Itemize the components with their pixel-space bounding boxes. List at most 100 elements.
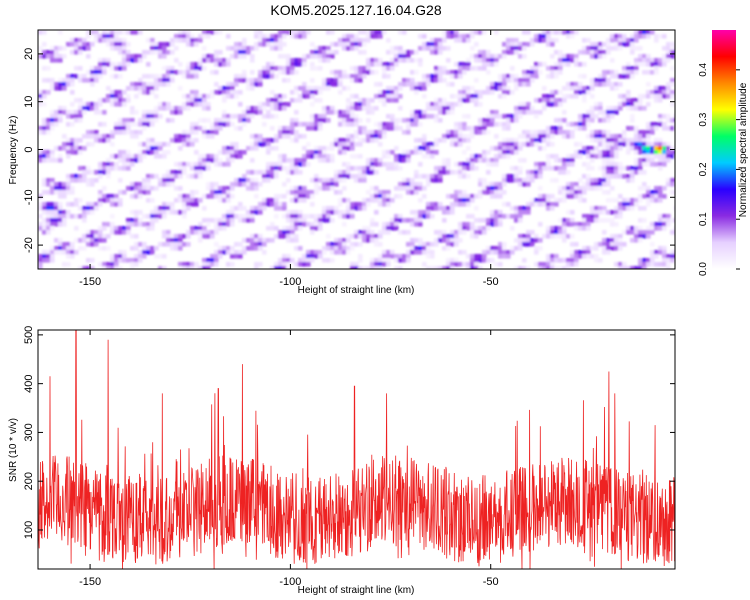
spectrogram-cell (66, 246, 71, 251)
spectrogram-cell (70, 202, 75, 207)
spectrogram-cell (226, 86, 231, 91)
spectrogram-cell (42, 50, 47, 55)
spectrogram-cell (658, 58, 663, 63)
spectrogram-cell (570, 54, 575, 59)
spectrogram-cell (414, 214, 419, 219)
spectrogram-cell (46, 222, 51, 227)
spectrogram-cell (558, 130, 563, 135)
spectrogram-cell (658, 150, 663, 155)
spectrogram-cell (266, 226, 271, 231)
spectrogram-cell (446, 102, 451, 107)
spectrogram-cell (222, 110, 227, 115)
spectrogram-cell (338, 110, 343, 115)
colorbar-gradient (712, 30, 736, 269)
spectrogram-cell (102, 62, 107, 67)
spectrogram-cell (482, 158, 487, 163)
spectrogram-cell (186, 66, 191, 71)
spectrogram-cell (462, 166, 467, 171)
spectrogram-cell (454, 94, 459, 99)
spectrogram-cell (578, 250, 583, 255)
spectrogram-cell (206, 262, 211, 267)
spectrogram-cell (378, 82, 383, 87)
spectrogram-cell (566, 222, 571, 227)
spectrogram-cell (538, 162, 543, 167)
spectrogram-cell (446, 162, 451, 167)
spectrogram-cell (178, 242, 183, 247)
spectrogram-cell (598, 166, 603, 171)
spectrogram-cell (62, 218, 67, 223)
spectrogram-cell (202, 162, 207, 167)
spectrogram-cell (394, 90, 399, 95)
spectrogram-cell (306, 126, 311, 131)
spectrogram-cell (598, 50, 603, 55)
spectrogram-cell (554, 198, 559, 203)
spectrogram-cell (86, 134, 91, 139)
spectrogram-cell (126, 154, 131, 159)
spectrogram-cell (166, 70, 171, 75)
spectrogram-cell (242, 38, 247, 43)
spectrogram-cell (462, 174, 467, 179)
spectrogram-cell (166, 234, 171, 239)
spectrogram-cell (370, 258, 375, 263)
spectrogram-cell (386, 50, 391, 55)
spectrogram-cell (418, 34, 423, 39)
spectrogram-cell (214, 118, 219, 123)
y-tick-label: 200 (23, 472, 35, 490)
spectrogram-cell (98, 122, 103, 127)
spectrogram-cell (610, 34, 615, 39)
spectrogram-cell (134, 54, 139, 59)
spectrogram-cell (406, 186, 411, 191)
spectrogram-cell (70, 250, 75, 255)
spectrogram-cell (66, 150, 71, 155)
spectrogram-cell (310, 66, 315, 71)
spectrogram-cell (342, 186, 347, 191)
spectrogram-cell (114, 98, 119, 103)
spectrogram-cell (118, 202, 123, 207)
spectrogram-cell (626, 126, 631, 131)
spectrogram-cell (586, 174, 591, 179)
spectrogram-cell (166, 238, 171, 243)
spectrogram-cell (270, 198, 275, 203)
spectrogram-cell (326, 146, 331, 151)
spectrogram-cell (330, 210, 335, 215)
spectrogram-cell (298, 210, 303, 215)
spectrogram-cell (294, 130, 299, 135)
spectrogram-cell (466, 98, 471, 103)
spectrogram-cell (190, 34, 195, 39)
spectrogram-cell (98, 66, 103, 71)
spectrogram-cell (546, 266, 551, 269)
spectrogram-cell (326, 110, 331, 115)
spectrogram-cell (226, 222, 231, 227)
spectrogram-cell (546, 98, 551, 103)
spectrogram-cell (46, 54, 51, 59)
spectrogram-cell (278, 46, 283, 51)
spectrogram-cell (670, 82, 675, 87)
spectrogram-cell (670, 230, 675, 235)
spectrogram-cell (662, 154, 667, 159)
spectrogram-cell (118, 122, 123, 127)
spectrogram-cell (38, 254, 43, 259)
spectrogram-cell (190, 94, 195, 99)
spectrogram-cell (490, 246, 495, 251)
spectrogram-cell (206, 34, 211, 39)
spectrogram-cell (514, 110, 519, 115)
spectrogram-cell (614, 246, 619, 251)
spectrogram-cell (646, 262, 651, 267)
spectrogram-cell (86, 238, 91, 243)
spectrogram-cell (298, 246, 303, 251)
spectrogram-cell (666, 54, 671, 59)
spectrogram-cell (486, 86, 491, 91)
spectrogram-cell (146, 214, 151, 219)
spectrogram-cell (102, 262, 107, 267)
spectrogram-cell (422, 110, 427, 115)
spectrogram-cell (622, 42, 627, 47)
spectrogram-cell (86, 54, 91, 59)
spectrogram-cell (658, 186, 663, 191)
spectrogram-cell (190, 122, 195, 127)
spectrogram-cell (298, 62, 303, 67)
spectrogram-cell (354, 230, 359, 235)
spectrogram-cell (662, 146, 667, 151)
spectrogram-cell (306, 194, 311, 199)
spectrogram-cell (210, 70, 215, 75)
spectrogram-cell (514, 218, 519, 223)
